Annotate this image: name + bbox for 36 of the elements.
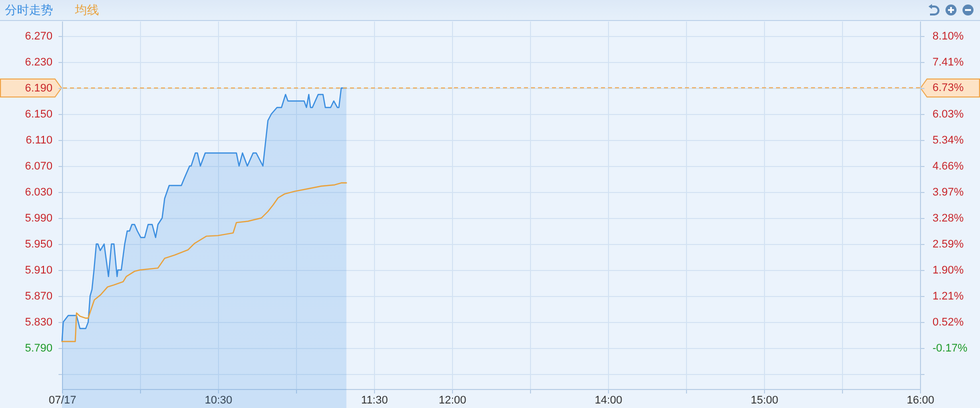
y-tick-label: 5.830 xyxy=(24,316,52,329)
y2-tick-label: 7.41% xyxy=(932,56,964,69)
y2-tick-label: 4.66% xyxy=(932,160,964,172)
y-tick-label: 6.270 xyxy=(24,30,52,42)
y-tick-label: 5.910 xyxy=(24,264,52,277)
y-tick-label: 6.230 xyxy=(24,56,52,68)
line-series xyxy=(61,182,347,342)
text: 均线 xyxy=(74,3,99,17)
text: 分时走势 xyxy=(5,3,53,17)
y-tick-label: 6.150 xyxy=(24,108,52,120)
x-tick-label: 14:00 xyxy=(594,394,622,406)
y-tick-label: 5.790 xyxy=(24,342,52,355)
x-tick-label: 10:30 xyxy=(204,394,232,406)
y2-tick-label: 0.52% xyxy=(932,316,964,328)
y2-tick-label: 2.59% xyxy=(932,238,964,250)
y-tick-label: 6.070 xyxy=(24,160,52,172)
y-tick-label: 5.870 xyxy=(24,290,52,303)
x-tick-label: 15:00 xyxy=(750,394,778,406)
y2-tick-label: 3.97% xyxy=(932,186,964,198)
x-tick-label: 07/17 xyxy=(48,394,76,406)
y2-tick-label: 6.73% xyxy=(932,82,964,94)
y-tick-label: 6.190 xyxy=(24,82,52,94)
y2-tick-label: 8.10% xyxy=(932,30,964,43)
y2-tick-label: 1.90% xyxy=(932,264,964,276)
x-tick-label: 11:30 xyxy=(361,394,388,406)
y2-tick-label: 1.21% xyxy=(932,290,964,302)
y2-tick-label: 5.34% xyxy=(932,134,964,147)
y-tick-label: 6.030 xyxy=(24,186,52,198)
y-tick-label: 6.110 xyxy=(26,134,52,146)
x-tick-label: 16:00 xyxy=(906,394,934,406)
x-tick-label: 12:00 xyxy=(438,394,466,406)
y2-tick-label: 6.03% xyxy=(932,108,964,121)
y2-tick-label: -0.17% xyxy=(932,342,968,354)
y-tick-label: 5.990 xyxy=(24,212,52,225)
y-tick-label: 5.950 xyxy=(24,238,52,251)
y2-tick-label: 3.28% xyxy=(932,212,964,224)
